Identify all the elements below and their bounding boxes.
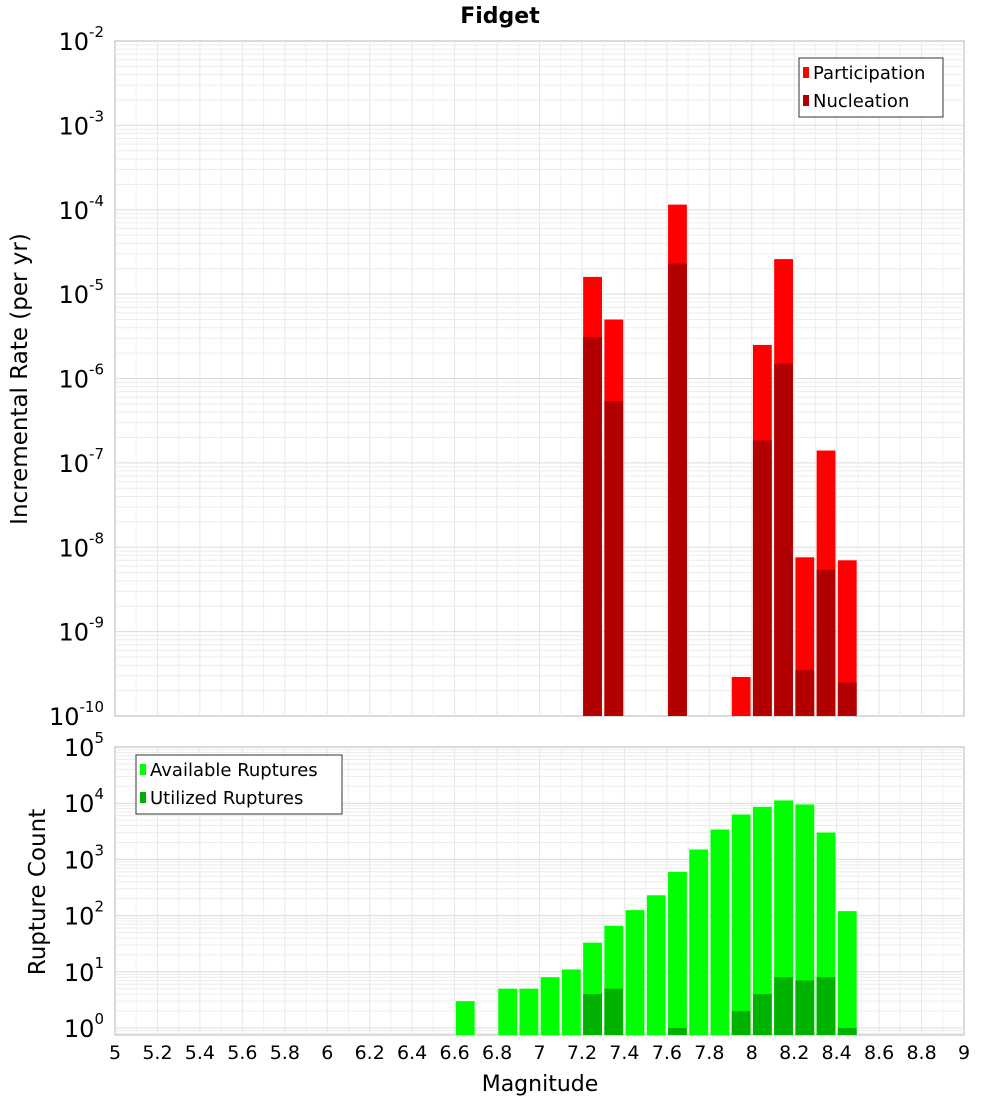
rate-y-tick-label: 10-3	[58, 107, 104, 140]
rate-y-tick-label: 10-2	[58, 23, 104, 56]
x-tick-label: 6.8	[482, 1042, 512, 1064]
rate-y-axis-label: Incremental Rate (per yr)	[7, 233, 33, 525]
nucleation-bar	[604, 401, 624, 716]
available-ruptures-bar	[795, 804, 815, 1035]
rate-y-tick-label: 10-5	[58, 276, 104, 309]
x-tick-label: 8.8	[906, 1042, 936, 1064]
x-tick-label: 7.4	[609, 1042, 639, 1064]
rate-grid	[115, 41, 964, 716]
available-legend-label: Available Ruptures	[150, 760, 318, 781]
rate-bars	[583, 204, 857, 717]
x-tick-label: 8.2	[779, 1042, 809, 1064]
x-tick-label: 5	[109, 1042, 121, 1064]
x-tick-label: 6.4	[397, 1042, 427, 1064]
available-ruptures-bar	[519, 988, 539, 1035]
count-y-tick-label: 100	[64, 1010, 104, 1043]
count-legend-box	[135, 754, 343, 815]
x-tick-label: 5.6	[227, 1042, 257, 1064]
available-ruptures-bar	[540, 977, 560, 1035]
available-legend-swatch	[140, 764, 146, 775]
rate-y-tick-label: 10-10	[49, 698, 104, 731]
chart-title: Fidget	[460, 4, 540, 29]
x-tick-label: 6	[321, 1042, 333, 1064]
x-tick-label: 6.2	[355, 1042, 385, 1064]
x-tick-label: 8	[746, 1042, 758, 1064]
utilized-legend-swatch	[140, 792, 146, 803]
available-ruptures-bar	[731, 814, 751, 1035]
participation-bar	[731, 676, 751, 716]
utilized-ruptures-bar	[583, 994, 602, 1035]
rate-y-tick-label: 10-6	[58, 361, 104, 394]
x-tick-label: 7.6	[652, 1042, 682, 1064]
x-tick-label: 5.2	[142, 1042, 172, 1064]
available-ruptures-bar	[498, 988, 518, 1035]
count-y-tick-label: 103	[64, 841, 104, 874]
participation-legend-label: Participation	[813, 63, 925, 84]
rate-legend-box	[798, 57, 944, 118]
count-y-tick-label: 102	[64, 898, 104, 931]
count-y-axis-label: Rupture Count	[25, 809, 51, 975]
utilized-ruptures-bar	[752, 994, 772, 1035]
count-legend: Available Ruptures Utilized Ruptures	[135, 754, 343, 815]
x-axis-ticks: 5 5.2 5.4 5.6 5.8 6 6.2 6.4 6.6 6.8 7 7.2 7.4 7.6 7.8 8…	[109, 1042, 970, 1064]
rate-y-tick-label: 10-8	[58, 529, 104, 562]
nucleation-bar	[668, 263, 687, 716]
available-ruptures-bar	[837, 911, 857, 1035]
nucleation-bar	[583, 337, 602, 716]
x-tick-label: 7.8	[694, 1042, 724, 1064]
utilized-legend-label: Utilized Ruptures	[150, 788, 303, 809]
rate-y-ticks: 10-10 10-9 10-8 10-7 10-6 10-5 10-4 10-3 10-2	[49, 23, 104, 731]
available-ruptures-bar	[752, 806, 772, 1035]
x-tick-label: 5.8	[270, 1042, 300, 1064]
count-y-tick-label: 104	[64, 785, 104, 818]
available-ruptures-bar	[774, 800, 793, 1035]
utilized-ruptures-bar	[795, 980, 815, 1035]
nucleation-bar	[774, 363, 793, 716]
utilized-ruptures-bar	[604, 988, 624, 1035]
available-ruptures-bar	[561, 969, 581, 1035]
utilized-ruptures-bar	[837, 1027, 857, 1035]
utilized-ruptures-bar	[816, 977, 836, 1035]
utilized-ruptures-bar	[668, 1027, 687, 1035]
x-tick-label: 7.2	[567, 1042, 597, 1064]
x-tick-label: 9	[958, 1042, 970, 1064]
available-ruptures-bar	[710, 829, 730, 1035]
count-y-tick-label: 101	[64, 954, 104, 987]
count-y-tick-label: 105	[64, 729, 104, 762]
rate-y-tick-label: 10-9	[58, 614, 104, 647]
count-panel: 100 101 102 103 104 105 Rupture Count Availab…	[25, 729, 965, 1043]
rate-legend: Participation Nucleation	[798, 57, 944, 118]
participation-legend-swatch	[803, 67, 809, 78]
participation-bar	[837, 560, 857, 716]
rate-y-tick-label: 10-7	[58, 445, 104, 478]
nucleation-bar	[837, 682, 857, 716]
x-axis-label: Magnitude	[482, 1072, 599, 1097]
available-ruptures-bar	[668, 871, 687, 1035]
x-tick-label: 6.6	[439, 1042, 469, 1064]
nucleation-legend-swatch	[803, 95, 809, 106]
x-tick-label: 8.6	[864, 1042, 894, 1064]
nucleation-bar	[752, 440, 772, 716]
x-tick-label: 8.4	[822, 1042, 852, 1064]
x-tick-label: 5.4	[185, 1042, 215, 1064]
count-y-ticks: 100 101 102 103 104 105	[64, 729, 104, 1043]
nucleation-bar	[795, 670, 815, 716]
rate-panel: 10-10 10-9 10-8 10-7 10-6 10-5 10-4 10-3 10-2 In…	[7, 23, 965, 731]
utilized-ruptures-bar	[774, 977, 793, 1035]
available-ruptures-bar	[689, 849, 709, 1035]
available-ruptures-bar	[625, 910, 645, 1035]
count-bars	[455, 800, 857, 1035]
nucleation-bar	[816, 569, 836, 716]
available-ruptures-bar	[646, 895, 666, 1035]
x-tick-label: 7	[533, 1042, 545, 1064]
rate-y-tick-label: 10-4	[58, 192, 104, 225]
utilized-ruptures-bar	[731, 1011, 751, 1035]
nucleation-legend-label: Nucleation	[813, 91, 909, 112]
available-ruptures-bar	[455, 1001, 475, 1035]
